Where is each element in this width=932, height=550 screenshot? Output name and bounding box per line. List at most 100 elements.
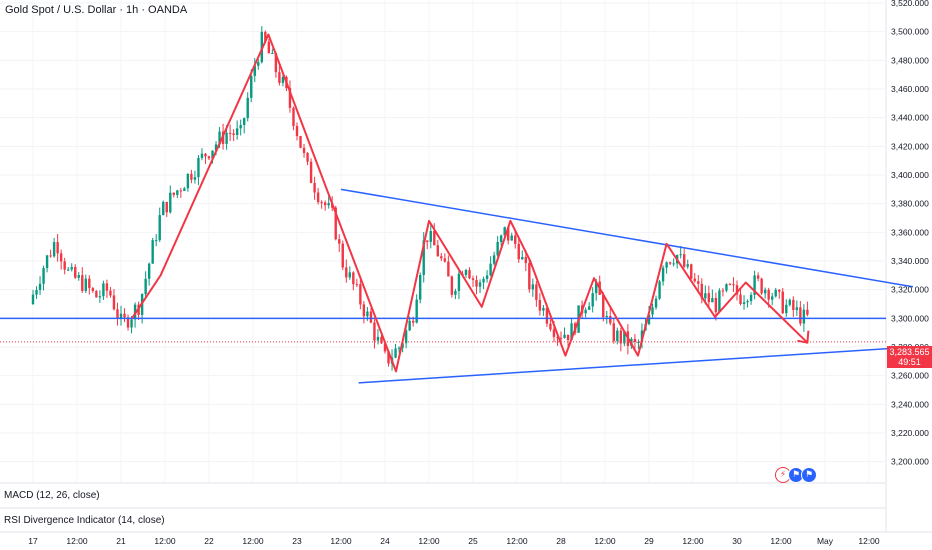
candle (70, 263, 73, 272)
candle-body (112, 295, 116, 310)
candle-body (450, 276, 454, 295)
candle-body (352, 272, 355, 285)
candle (521, 250, 524, 260)
x-tick-label: 30 (732, 536, 742, 546)
candle-body (661, 267, 665, 282)
candle (169, 185, 172, 214)
candle (91, 286, 95, 293)
x-tick-label: 12:00 (330, 536, 352, 546)
candle (313, 176, 316, 200)
candle (654, 295, 658, 310)
candle (510, 232, 513, 241)
x-tick-label: 23 (292, 536, 302, 546)
x-tick-label: 12:00 (418, 536, 440, 546)
x-tick-label: 17 (28, 536, 38, 546)
candle (528, 260, 531, 293)
candle-body (778, 289, 781, 292)
candle (292, 106, 295, 131)
candle-body (235, 128, 239, 136)
candle (267, 39, 271, 54)
candle-body (151, 240, 154, 264)
candle-body (165, 201, 168, 213)
y-tick-label: 3,380.000 (891, 199, 929, 209)
candle-body (426, 240, 429, 242)
x-tick-label: 12:00 (154, 536, 176, 546)
candle-body (147, 263, 151, 279)
candle-body (105, 283, 109, 291)
candle-body (243, 118, 246, 126)
candle (542, 304, 545, 317)
candle (42, 265, 45, 291)
y-tick-label: 3,200.000 (891, 457, 929, 467)
candle-body (756, 275, 760, 279)
candle-body (376, 336, 380, 341)
candle (549, 319, 552, 332)
y-tick-label: 3,340.000 (891, 256, 929, 266)
candle (725, 283, 728, 293)
candle-body (746, 301, 749, 303)
candle (763, 287, 767, 299)
y-tick-label: 3,220.000 (891, 428, 929, 438)
x-tick-label: May (817, 536, 834, 546)
candle (369, 308, 373, 324)
candle (45, 254, 49, 273)
candle (327, 194, 330, 209)
event-badges[interactable]: ⚡ ⚑ ⚑ (775, 467, 817, 483)
candle-body (45, 255, 49, 269)
candle-body (774, 289, 777, 297)
candle (204, 153, 207, 164)
candle (235, 120, 239, 140)
candle-body (475, 279, 478, 287)
candle-body (119, 313, 123, 319)
candle (309, 158, 313, 184)
candle (591, 287, 594, 313)
candle (239, 119, 242, 136)
candle-body (264, 31, 267, 42)
y-tick-label: 3,260.000 (891, 371, 929, 381)
candle-body (802, 309, 806, 324)
candle (151, 237, 154, 264)
flag-icon[interactable]: ⚑ (801, 467, 817, 483)
candle-body (197, 157, 200, 178)
candle-body (647, 314, 651, 325)
candle-body (633, 338, 637, 342)
candle-body (464, 270, 468, 275)
candle (672, 258, 675, 267)
candle-body (637, 341, 640, 343)
candle (338, 234, 341, 252)
candle-body (74, 267, 77, 278)
candle-body (528, 263, 531, 290)
x-tick-label: 29 (644, 536, 654, 546)
candle-body (499, 235, 503, 243)
candle (63, 257, 66, 275)
candle (288, 80, 292, 113)
current-price: 3,283.565 (889, 347, 930, 357)
candle-body (334, 207, 337, 240)
candle (59, 249, 63, 270)
candle-body (795, 307, 799, 311)
candle (538, 293, 542, 316)
candle-body (654, 298, 658, 308)
rsi-label[interactable]: RSI Divergence Indicator (14, close) (4, 515, 165, 526)
candle (746, 299, 749, 308)
candle (760, 277, 763, 295)
candle-body (172, 192, 175, 195)
candle (323, 200, 327, 211)
candle-body (278, 72, 281, 83)
candle-body (517, 243, 520, 260)
candle (799, 301, 802, 326)
candle-body (433, 231, 436, 246)
candle (795, 300, 799, 316)
macd-label[interactable]: MACD (12, 26, close) (4, 490, 100, 501)
candle-body (193, 177, 197, 180)
candle (95, 290, 98, 298)
x-tick-label: 12:00 (594, 536, 616, 546)
candle-body (478, 282, 482, 287)
candle-body (362, 304, 366, 317)
candle (295, 122, 299, 141)
candle-body (162, 201, 165, 216)
candle-body (718, 290, 721, 313)
candle (306, 152, 309, 166)
candle-body (429, 231, 432, 242)
